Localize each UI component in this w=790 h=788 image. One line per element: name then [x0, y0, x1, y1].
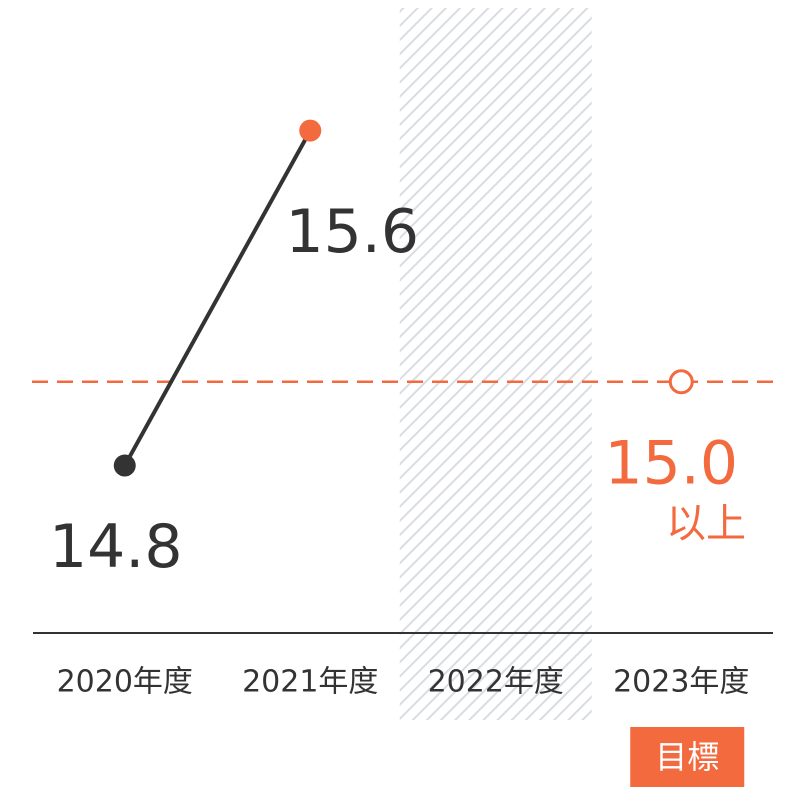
- no-data-band: [399, 8, 592, 720]
- data-point: [113, 454, 136, 477]
- target-tag-box: [630, 727, 745, 787]
- series-line: [123, 129, 312, 467]
- target-note: 以上: [666, 501, 746, 547]
- data-point: [299, 119, 322, 142]
- target-marker: [668, 369, 694, 395]
- x-tick-label: 2021年度: [242, 665, 378, 700]
- x-tick-label: 2023年度: [613, 665, 749, 700]
- data-label: 14.8: [49, 512, 183, 582]
- target-tag: 目標: [655, 738, 719, 776]
- data-label: 15.6: [285, 197, 419, 267]
- target-label: 15.0: [604, 428, 738, 498]
- x-tick-label: 2020年度: [57, 665, 193, 700]
- x-tick-label: 2022年度: [428, 665, 564, 700]
